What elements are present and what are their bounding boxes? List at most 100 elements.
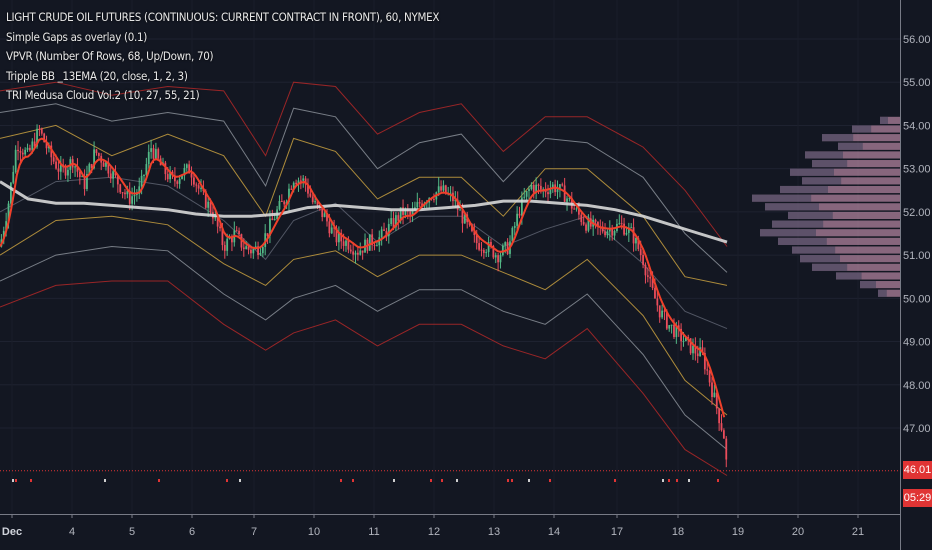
indicator-vpvr[interactable]: VPVR (Number Of Rows, 68, Up/Down, 70) <box>6 49 214 63</box>
candle-body <box>247 246 250 250</box>
vpvr-bar <box>778 237 900 245</box>
vpvr-bar <box>800 255 900 263</box>
candle-body <box>449 192 452 194</box>
candle-body <box>10 182 12 204</box>
x-tick-label: 17 <box>611 526 623 538</box>
candle-body <box>7 203 10 222</box>
candle-body <box>333 227 336 229</box>
candle-body <box>715 392 718 409</box>
gap-marker <box>614 479 616 482</box>
candle-body <box>692 345 694 354</box>
candle-body <box>630 227 633 229</box>
candle-body <box>444 185 447 194</box>
candle-body <box>219 226 221 229</box>
candle-body <box>585 224 587 231</box>
candle-body <box>337 232 340 243</box>
candle-body <box>551 184 554 189</box>
vpvr-bar-down <box>880 116 888 124</box>
candle-body <box>304 178 307 185</box>
candle-body <box>556 189 559 193</box>
band-bb_lower3 <box>0 280 728 476</box>
candle-body <box>487 242 490 253</box>
vpvr-bar <box>792 246 900 254</box>
candle-body <box>154 149 157 159</box>
candle-body <box>311 196 314 203</box>
gap-marker <box>662 479 664 482</box>
vpvr-bar <box>836 272 900 280</box>
y-tick-label: 52.00 <box>903 207 931 219</box>
candle-body <box>454 199 457 202</box>
candle-body <box>682 341 685 343</box>
vpvr-bar <box>812 263 900 271</box>
y-tick-label: 50.00 <box>903 293 931 305</box>
candle-body <box>501 245 504 256</box>
candle-body <box>699 347 702 357</box>
candle-body <box>523 196 526 198</box>
candle-body <box>173 175 176 182</box>
volume-profile <box>752 116 900 297</box>
candle-body <box>116 175 119 185</box>
candle-body <box>482 250 485 253</box>
vpvr-bar <box>788 211 900 220</box>
candle-body <box>31 141 34 151</box>
candle-body <box>185 164 188 168</box>
candle-body <box>528 189 530 192</box>
gap-marker <box>528 479 530 482</box>
band-bb_upper3 <box>0 81 728 247</box>
vpvr-bar-down <box>792 246 836 254</box>
candle-body <box>112 171 114 179</box>
candle-body <box>594 219 597 222</box>
candle-body <box>668 325 671 329</box>
x-tick-label: 20 <box>792 526 804 538</box>
indicator-simple-gaps[interactable]: Simple Gaps as overlay (0.1) <box>6 29 148 44</box>
candle-body <box>76 166 79 172</box>
candle-body <box>278 200 281 210</box>
y-tick-label: 53.00 <box>903 164 931 176</box>
candle-body <box>214 216 217 219</box>
candle-body <box>74 166 76 168</box>
vpvr-bar <box>852 125 900 133</box>
candle-body <box>504 242 507 246</box>
candle-body <box>380 229 383 238</box>
candle-body <box>14 149 17 172</box>
candle-body <box>371 234 374 246</box>
vpvr-bar-down <box>822 134 854 142</box>
candle-body <box>485 252 488 254</box>
candle-body <box>644 264 647 276</box>
vpvr-bar <box>760 229 900 237</box>
vpvr-bar-down <box>860 281 876 289</box>
candle-body <box>64 167 67 176</box>
candle-body <box>330 227 333 234</box>
candle-body <box>620 223 623 225</box>
candle-body <box>40 128 43 134</box>
candle-body <box>97 153 100 156</box>
vpvr-bar-down <box>836 272 862 280</box>
x-tick-label: 5 <box>129 526 135 538</box>
candle-body <box>328 221 331 234</box>
candle-body <box>5 221 8 231</box>
candle-body <box>126 190 129 195</box>
candle-body <box>456 199 459 210</box>
candle-body <box>433 199 435 201</box>
candle-body <box>88 164 91 175</box>
candle-body <box>150 148 153 152</box>
candle-body <box>250 249 252 254</box>
symbol-title[interactable]: LIGHT CRUDE OIL FUTURES (CONTINUOUS: CUR… <box>6 10 440 24</box>
candle-body <box>345 240 347 246</box>
candle-body <box>654 287 656 299</box>
candle-body <box>295 182 297 185</box>
candle-body <box>392 218 395 228</box>
indicator-medusa-cloud[interactable]: TRI Medusa Cloud Vol.2 (10, 27, 55, 21) <box>6 88 200 102</box>
candle-body <box>297 180 300 185</box>
candle-body <box>169 171 172 180</box>
candle-body <box>57 168 60 172</box>
indicator-tripple-bb[interactable]: Tripple BB _13EMA (20, close, 1, 2, 3) <box>6 68 188 83</box>
candle-body <box>269 218 271 236</box>
candle-body <box>492 245 495 258</box>
candle-body <box>670 324 673 326</box>
gap-marker <box>352 479 354 482</box>
vpvr-bar <box>790 168 900 176</box>
x-tick-label: 14 <box>548 526 560 538</box>
